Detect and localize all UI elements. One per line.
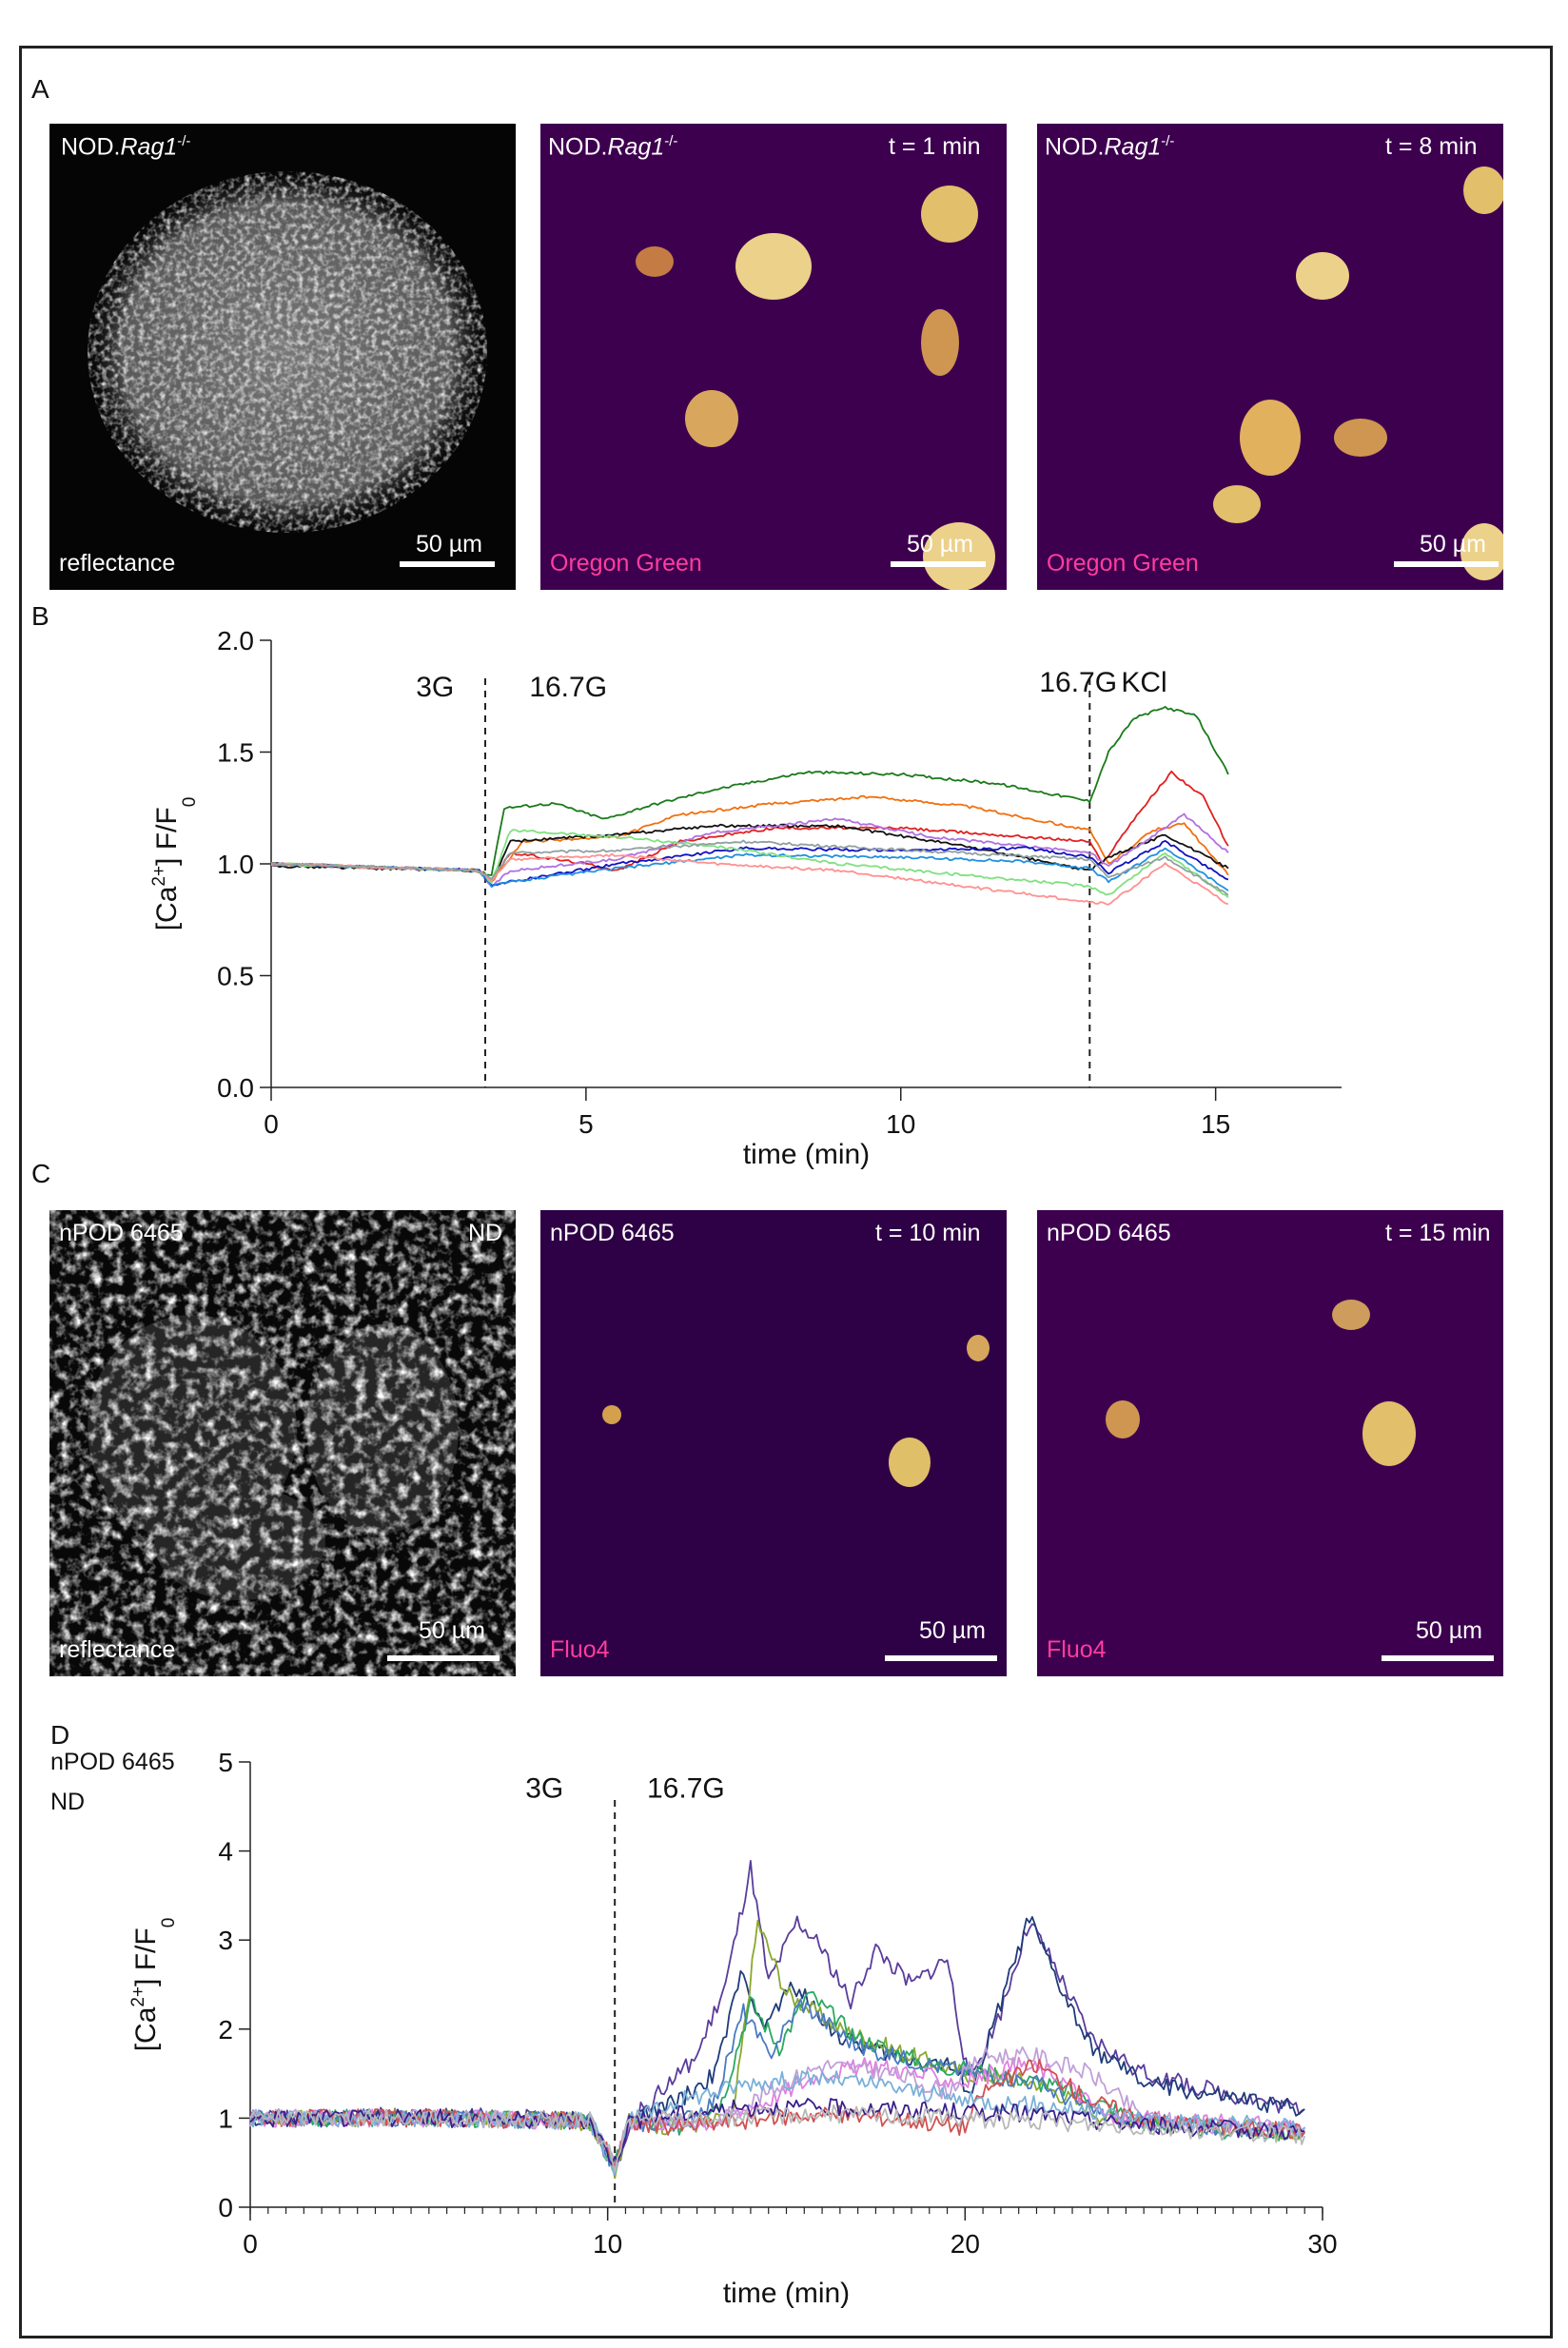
- micrograph-c2-channel: Fluo4: [550, 1636, 610, 1663]
- chart-b-annotation: 16.7G: [529, 672, 607, 703]
- chart-d-y-axis-label: [Ca2+] F/F0: [128, 1918, 179, 2052]
- chart-d-y-tick-label: 5: [218, 1748, 233, 1777]
- chart-d-y-tick-label: 3: [218, 1926, 233, 1955]
- micrograph-c3-fluo4: nPOD 6465 t = 15 min Fluo4 50 µm: [1037, 1210, 1503, 1676]
- chart-b-y-tick-label: 1.5: [217, 738, 254, 768]
- panel-label-c: C: [31, 1159, 51, 1188]
- chart-b-series-10: [270, 839, 1229, 896]
- micrograph-a3-scale-bar: [1394, 561, 1499, 567]
- chart-b-series-9: [270, 852, 1229, 906]
- chart-d-x-tick-label: 0: [243, 2229, 258, 2259]
- micrograph-a2-image: [540, 124, 1007, 590]
- chart-d-y-tick-label: 0: [218, 2193, 233, 2222]
- micrograph-a1-reflectance: NOD.Rag1-/- reflectance 50 µm: [49, 124, 516, 590]
- micrograph-c2-time: t = 10 min: [875, 1220, 981, 1246]
- micrograph-a2-time: t = 1 min: [889, 133, 981, 160]
- micrograph-a1-image: [49, 124, 516, 590]
- chart-d-y-tick-label: 1: [218, 2103, 233, 2133]
- micrograph-a3-scale-label: 50 µm: [1420, 531, 1486, 558]
- micrograph-a3-strain: NOD.Rag1-/-: [1045, 133, 1175, 161]
- micrograph-a1-channel: reflectance: [59, 550, 176, 577]
- chart-d-annotation: 3G: [525, 1772, 563, 1804]
- chart-b-annotation: KCl: [1121, 667, 1166, 698]
- chart-b-x-axis-label: time (min): [743, 1139, 870, 1170]
- micrograph-c3-scale-bar: [1382, 1655, 1494, 1661]
- chart-d-annotation: 16.7G: [647, 1772, 725, 1804]
- micrograph-c1-scale-label: 50 µm: [419, 1617, 485, 1644]
- chart-b-annotation: 3G: [416, 672, 454, 703]
- micrograph-a3-channel: Oregon Green: [1047, 550, 1199, 577]
- chart-b-annotation: 16.7G: [1039, 667, 1117, 698]
- chart-d-x-tick-label: 20: [951, 2229, 980, 2259]
- figure-frame: [19, 46, 1553, 2338]
- chart-d-series-10: [249, 2098, 1305, 2165]
- chart-d-x-tick-label: 30: [1307, 2229, 1337, 2259]
- micrograph-c3-image: [1037, 1210, 1503, 1676]
- micrograph-a3-oregon-green: NOD.Rag1-/- t = 8 min Oregon Green 50 µm: [1037, 124, 1503, 590]
- micrograph-c2-fluo4: nPOD 6465 t = 10 min Fluo4 50 µm: [540, 1210, 1007, 1676]
- chart-d-series-9: [249, 2070, 1305, 2176]
- chart-b-x-tick-label: 15: [1201, 1109, 1230, 1139]
- micrograph-c3-channel: Fluo4: [1047, 1636, 1107, 1663]
- panel-label-a: A: [31, 74, 49, 104]
- panel-label-d: D: [50, 1720, 70, 1750]
- chart-d-x-tick-label: 10: [593, 2229, 622, 2259]
- micrograph-a1-scale-bar: [400, 561, 495, 567]
- micrograph-c3-scale-label: 50 µm: [1416, 1617, 1482, 1644]
- micrograph-a2-oregon-green: NOD.Rag1-/- t = 1 min Oregon Green 50 µm: [540, 124, 1007, 590]
- chart-d-series-1: [249, 1860, 1305, 2170]
- chart-b-series-4: [270, 823, 1229, 884]
- chart-d-y-tick-label: 2: [218, 2015, 233, 2045]
- micrograph-c2-scale-label: 50 µm: [919, 1617, 986, 1644]
- micrograph-c1-channel: reflectance: [59, 1636, 176, 1663]
- micrograph-a3-time: t = 8 min: [1385, 133, 1478, 160]
- chart-b-x-tick-label: 5: [578, 1109, 594, 1139]
- micrograph-c1-image: [49, 1210, 516, 1676]
- micrograph-c1-status: ND: [468, 1220, 503, 1246]
- micrograph-c3-time: t = 15 min: [1385, 1220, 1491, 1246]
- chart-d-y-tick-label: 4: [218, 1837, 233, 1867]
- micrograph-a2-channel: Oregon Green: [550, 550, 702, 577]
- chart-b-y-tick-label: 0.0: [217, 1073, 254, 1103]
- chart-b-series-6: [270, 840, 1229, 887]
- micrograph-a3-image: [1037, 124, 1503, 590]
- chart-d-x-axis-label: time (min): [723, 2278, 850, 2309]
- chart-b-y-axis-label: [Ca2+] F/F0: [149, 797, 200, 931]
- chart-b-x-tick-label: 0: [264, 1109, 279, 1139]
- micrograph-c1-reflectance: nPOD 6465 ND reflectance 50 µm: [49, 1210, 516, 1676]
- micrograph-c1-donor: nPOD 6465: [59, 1220, 184, 1246]
- chart-d-donor-label: nPOD 6465: [50, 1749, 175, 1775]
- chart-d-status-label: ND: [50, 1789, 86, 1815]
- micrograph-c3-donor: nPOD 6465: [1047, 1220, 1171, 1246]
- micrograph-a2-scale-label: 50 µm: [907, 531, 973, 558]
- micrograph-a1-strain: NOD.Rag1-/-: [61, 133, 191, 161]
- micrograph-c2-image: [540, 1210, 1007, 1676]
- micrograph-c1-scale-bar: [387, 1655, 500, 1661]
- micrograph-a2-strain: NOD.Rag1-/-: [548, 133, 678, 161]
- chart-b-y-tick-label: 0.5: [217, 962, 254, 991]
- micrograph-a2-scale-bar: [891, 561, 986, 567]
- chart-b-series-8: [270, 829, 1229, 898]
- chart-b-y-tick-label: 2.0: [217, 626, 254, 655]
- chart-b-x-tick-label: 10: [886, 1109, 915, 1139]
- chart-b-y-tick-label: 1.0: [217, 850, 254, 879]
- micrograph-a1-scale-label: 50 µm: [416, 531, 482, 558]
- chart-d-series-5: [249, 1998, 1305, 2167]
- micrograph-c2-donor: nPOD 6465: [550, 1220, 675, 1246]
- chart-d-series-11: [249, 2103, 1306, 2173]
- micrograph-c2-scale-bar: [885, 1655, 997, 1661]
- panel-label-b: B: [31, 601, 49, 631]
